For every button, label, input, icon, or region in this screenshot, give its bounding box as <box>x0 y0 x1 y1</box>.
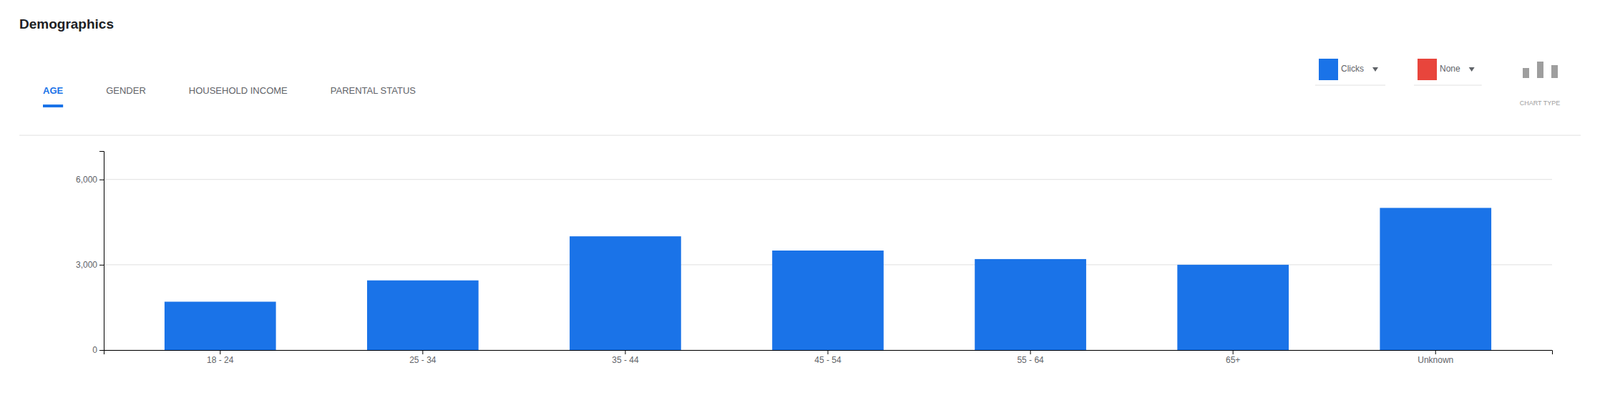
tab[interactable]: HOUSEHOLD INCOME <box>188 85 288 96</box>
x-tick: 35 - 44 <box>611 349 639 365</box>
x-axis-line <box>104 350 1553 355</box>
tab[interactable]: GENDER <box>105 85 146 96</box>
y-tick-mark <box>99 179 104 181</box>
bar <box>1379 207 1492 350</box>
x-tick-label: 65+ <box>1225 354 1241 365</box>
y-axis: 0 3,000 6,000 <box>75 151 105 356</box>
legend-swatch <box>1417 58 1437 81</box>
x-tick-mark <box>1435 349 1437 355</box>
dropdown-arrow <box>1372 67 1379 72</box>
y-tick-mark <box>99 349 104 351</box>
x-axis: 18 - 24 25 - 34 35 - 44 45 - 54 55 - 64 65+ Un… <box>104 349 1553 365</box>
bar <box>772 250 884 350</box>
grid-line <box>103 178 1553 180</box>
bar <box>164 301 277 350</box>
dropdown-arrow <box>1469 67 1475 72</box>
bar <box>1177 264 1289 350</box>
x-tick-mark <box>1030 349 1032 355</box>
y-tick: 0 <box>92 344 104 355</box>
x-tick-label: 45 - 54 <box>814 354 842 365</box>
plot-area: 0 3,000 6,000 18 - 24 25 - 34 35 - 44 45 - 54 5… <box>75 151 1553 365</box>
chart-root: Demographics AGE GENDER HOUSEHOLD INCOME PAR… <box>0 0 1600 398</box>
y-tick: 3,000 <box>75 259 104 270</box>
y-tick-label: 3,000 <box>75 259 98 270</box>
legend-item[interactable]: Clicks <box>1315 58 1386 86</box>
bar <box>974 259 1087 350</box>
legend-label: None <box>1439 63 1461 74</box>
x-tick: 65+ <box>1225 349 1241 365</box>
x-tick-label: 55 - 64 <box>1016 354 1045 365</box>
x-tick: 45 - 54 <box>814 349 842 365</box>
legend-underline <box>1315 85 1386 86</box>
x-tick-mark <box>219 349 221 355</box>
x-tick: 18 - 24 <box>206 349 234 365</box>
y-tick-label: 6,000 <box>75 174 98 185</box>
bar <box>367 280 479 350</box>
x-tick-mark <box>624 349 626 355</box>
x-tick: 55 - 64 <box>1016 349 1045 365</box>
legend-label: Clicks <box>1340 63 1364 74</box>
y-tick: 6,000 <box>75 174 104 185</box>
y-tick-label: 0 <box>92 344 98 355</box>
x-tick: 25 - 34 <box>409 349 437 365</box>
separator <box>19 135 1581 136</box>
tab[interactable]: AGE <box>42 85 64 96</box>
legend-underline <box>1413 85 1482 86</box>
icon-bar <box>1537 61 1544 78</box>
x-tick-label: 35 - 44 <box>611 354 639 365</box>
x-tick: Unknown <box>1417 349 1454 365</box>
active-tab-underline <box>42 104 63 108</box>
tab[interactable]: PARENTAL STATUS <box>330 85 417 96</box>
chart-type-icon[interactable] <box>1522 61 1558 78</box>
y-tick-mark <box>99 264 104 266</box>
y-axis-line <box>99 151 105 351</box>
legend-item[interactable]: None <box>1413 58 1482 86</box>
x-tick-label: 25 - 34 <box>409 354 437 365</box>
icon-bar <box>1522 67 1530 78</box>
x-tick-mark <box>1232 349 1234 355</box>
chart-type-label: CHART TYPE <box>1519 99 1561 107</box>
bars <box>164 207 1492 350</box>
grid <box>103 179 1553 350</box>
x-tick-label: 18 - 24 <box>206 354 234 365</box>
title: Demographics <box>19 16 114 32</box>
x-tick-label: Unknown <box>1417 354 1454 365</box>
x-tick-mark <box>422 349 423 355</box>
bar <box>569 236 682 350</box>
icon-bar <box>1551 65 1558 78</box>
x-tick-mark <box>827 349 829 355</box>
legend-swatch <box>1318 58 1339 81</box>
